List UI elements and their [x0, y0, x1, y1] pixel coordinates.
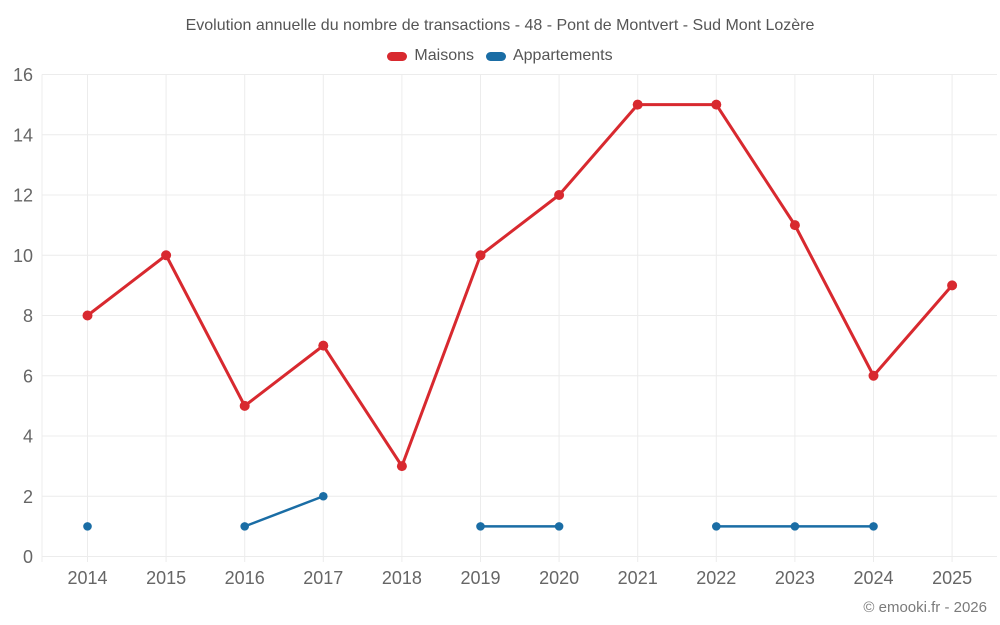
- data-point-maisons: [318, 340, 329, 351]
- data-point-maisons: [868, 370, 879, 381]
- data-point-maisons: [947, 280, 958, 291]
- legend-swatch-maisons-icon: [387, 51, 408, 61]
- data-point-maisons: [711, 99, 722, 110]
- data-point-maisons: [239, 400, 250, 411]
- y-axis-tick-label: 16: [13, 65, 33, 85]
- data-point-maisons: [396, 461, 407, 472]
- y-axis-tick-label: 8: [23, 306, 33, 326]
- data-point-maisons: [632, 99, 643, 110]
- legend-item-appartements[interactable]: Appartements: [485, 47, 613, 65]
- x-axis-tick-label: 2016: [225, 568, 265, 588]
- data-point-maisons: [554, 190, 565, 200]
- y-axis-tick-label: 10: [13, 246, 33, 266]
- x-axis-tick-label: 2018: [382, 568, 422, 588]
- copyright-text: © emooki.fr - 2026: [863, 599, 987, 616]
- x-axis-tick-label: 2021: [618, 568, 658, 588]
- x-axis-tick-label: 2017: [303, 568, 343, 588]
- data-point-maisons: [789, 220, 800, 231]
- x-axis-tick-label: 2025: [932, 568, 972, 588]
- data-point-appartements: [790, 522, 800, 531]
- data-point-appartements: [240, 522, 249, 531]
- chart-legend: Maisons Appartements: [0, 47, 1000, 65]
- data-point-appartements: [869, 522, 878, 531]
- legend-label-maisons: Maisons: [414, 47, 474, 64]
- legend-item-maisons[interactable]: Maisons: [387, 47, 474, 65]
- y-axis-tick-label: 14: [13, 125, 33, 145]
- y-axis-tick-label: 0: [23, 547, 33, 567]
- legend-label-appartements: Appartements: [512, 47, 613, 64]
- x-axis-tick-label: 2024: [853, 568, 893, 588]
- y-axis-tick-label: 12: [13, 186, 33, 206]
- legend-swatch-appartements-icon: [485, 51, 506, 61]
- data-point-maisons: [475, 250, 486, 261]
- series-line-maisons: [86, 103, 954, 468]
- x-axis-tick-label: 2019: [460, 568, 500, 588]
- data-point-maisons: [161, 250, 172, 261]
- data-point-appartements: [712, 522, 721, 531]
- y-axis-tick-label: 2: [23, 487, 33, 507]
- x-axis-tick-label: 2020: [539, 568, 579, 588]
- chart-title: Evolution annuelle du nombre de transact…: [185, 17, 815, 34]
- series-line-appartements: [243, 495, 325, 528]
- data-point-appartements: [83, 522, 92, 531]
- data-point-appartements: [319, 491, 328, 501]
- data-point-appartements: [554, 522, 564, 531]
- data-point-maisons: [82, 310, 93, 321]
- y-axis-tick-label: 6: [23, 366, 33, 386]
- x-axis-tick-label: 2022: [696, 568, 736, 588]
- data-point-appartements: [476, 522, 485, 531]
- y-axis-tick-label: 4: [23, 427, 33, 447]
- x-axis-tick-label: 2023: [775, 568, 815, 588]
- x-axis-tick-label: 2014: [67, 568, 107, 588]
- x-axis-tick-label: 2015: [146, 568, 186, 588]
